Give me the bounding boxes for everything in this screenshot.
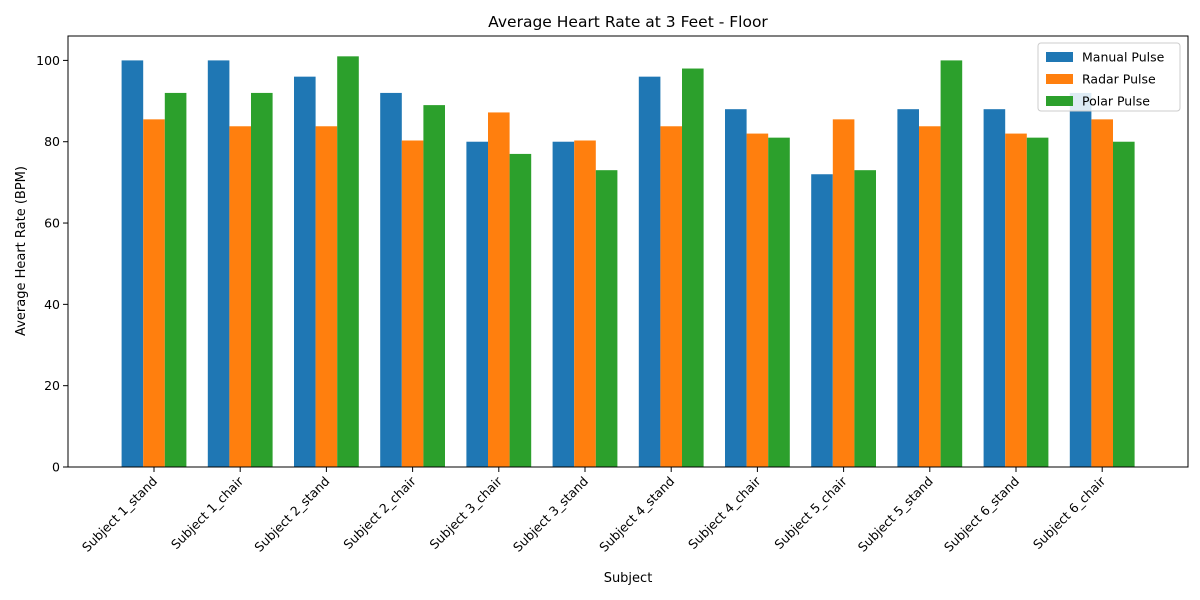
- x-tick-label: Subject 2_chair: [340, 473, 419, 552]
- bar-polar-pulse-3: [337, 56, 359, 467]
- x-axis-label: Subject: [604, 571, 653, 586]
- legend-swatch: [1046, 96, 1073, 106]
- bar-manual-pulse-12: [1069, 92, 1092, 468]
- plot-frame: [67, 35, 1189, 468]
- y-tick-label: 40: [44, 297, 60, 312]
- legend-entry: Radar Pulse: [1082, 72, 1156, 87]
- bar-manual-pulse-9: [811, 174, 833, 467]
- x-tick-label: Subject 2_stand: [251, 474, 332, 555]
- y-tick-label: 80: [44, 134, 60, 149]
- bar-radar-pulse-8: [746, 133, 769, 467]
- bar-manual-pulse-10: [897, 109, 919, 467]
- bars-layer: [121, 56, 1135, 468]
- x-tick-label: Subject 1_stand: [79, 474, 160, 555]
- y-tick-label: 20: [44, 378, 60, 393]
- bar-polar-pulse-6: [595, 170, 618, 467]
- x-tick-label: Subject 5_stand: [855, 474, 936, 555]
- legend-entry: Polar Pulse: [1082, 94, 1150, 109]
- bar-radar-pulse-11: [1005, 133, 1027, 467]
- bar-manual-pulse-5: [466, 141, 488, 467]
- x-tick-label: Subject 5_chair: [771, 473, 850, 552]
- bar-polar-pulse-9: [854, 170, 876, 467]
- bar-polar-pulse-12: [1113, 141, 1135, 467]
- bar-polar-pulse-10: [940, 60, 963, 468]
- legend-entry: Manual Pulse: [1082, 50, 1165, 65]
- bar-polar-pulse-7: [682, 68, 704, 467]
- bar-manual-pulse-4: [380, 92, 402, 468]
- bar-manual-pulse-3: [294, 76, 316, 467]
- x-tick-label: Subject 6_stand: [941, 474, 1022, 555]
- legend-swatch: [1046, 74, 1073, 84]
- chart-title: Average Heart Rate at 3 Feet - Floor: [488, 13, 768, 31]
- x-tick-label: Subject 1_chair: [168, 473, 247, 552]
- bar-radar-pulse-9: [832, 119, 855, 467]
- bar-polar-pulse-1: [164, 92, 187, 468]
- bar-radar-pulse-1: [143, 119, 165, 467]
- bar-polar-pulse-2: [251, 92, 273, 468]
- bar-radar-pulse-7: [660, 126, 682, 468]
- bar-radar-pulse-3: [315, 126, 338, 468]
- x-tick-label: Subject 6_chair: [1030, 473, 1109, 552]
- bar-polar-pulse-8: [768, 137, 790, 467]
- y-tick-label: 100: [36, 53, 60, 68]
- bar-manual-pulse-6: [552, 141, 575, 467]
- x-tick-label: Subject 3_chair: [426, 473, 505, 552]
- y-tick-label: 0: [52, 460, 60, 475]
- bar-polar-pulse-4: [423, 105, 445, 468]
- y-axis-label: Average Heart Rate (BPM): [14, 166, 29, 336]
- bar-radar-pulse-10: [919, 126, 941, 468]
- bar-radar-pulse-12: [1091, 119, 1113, 467]
- legend-box: [1037, 42, 1181, 112]
- bar-manual-pulse-7: [638, 76, 661, 467]
- bar-manual-pulse-2: [207, 60, 230, 468]
- bar-radar-pulse-4: [401, 140, 424, 467]
- bar-manual-pulse-11: [983, 109, 1006, 467]
- bar-manual-pulse-8: [725, 109, 747, 467]
- bar-radar-pulse-2: [229, 126, 251, 468]
- legend-swatch: [1046, 52, 1073, 62]
- legend: Manual Pulse Radar Pulse Polar Pulse: [1037, 42, 1181, 112]
- bar-polar-pulse-5: [509, 153, 532, 468]
- x-tick-label: Subject 4_stand: [596, 474, 677, 555]
- bar-manual-pulse-1: [121, 60, 144, 468]
- bar-radar-pulse-5: [488, 112, 510, 467]
- x-tick-label: Subject 3_stand: [510, 474, 591, 555]
- bar-radar-pulse-6: [574, 140, 596, 467]
- bar-polar-pulse-11: [1026, 137, 1049, 467]
- y-tick-label: 60: [44, 216, 60, 231]
- x-tick-label: Subject 4_chair: [685, 473, 764, 552]
